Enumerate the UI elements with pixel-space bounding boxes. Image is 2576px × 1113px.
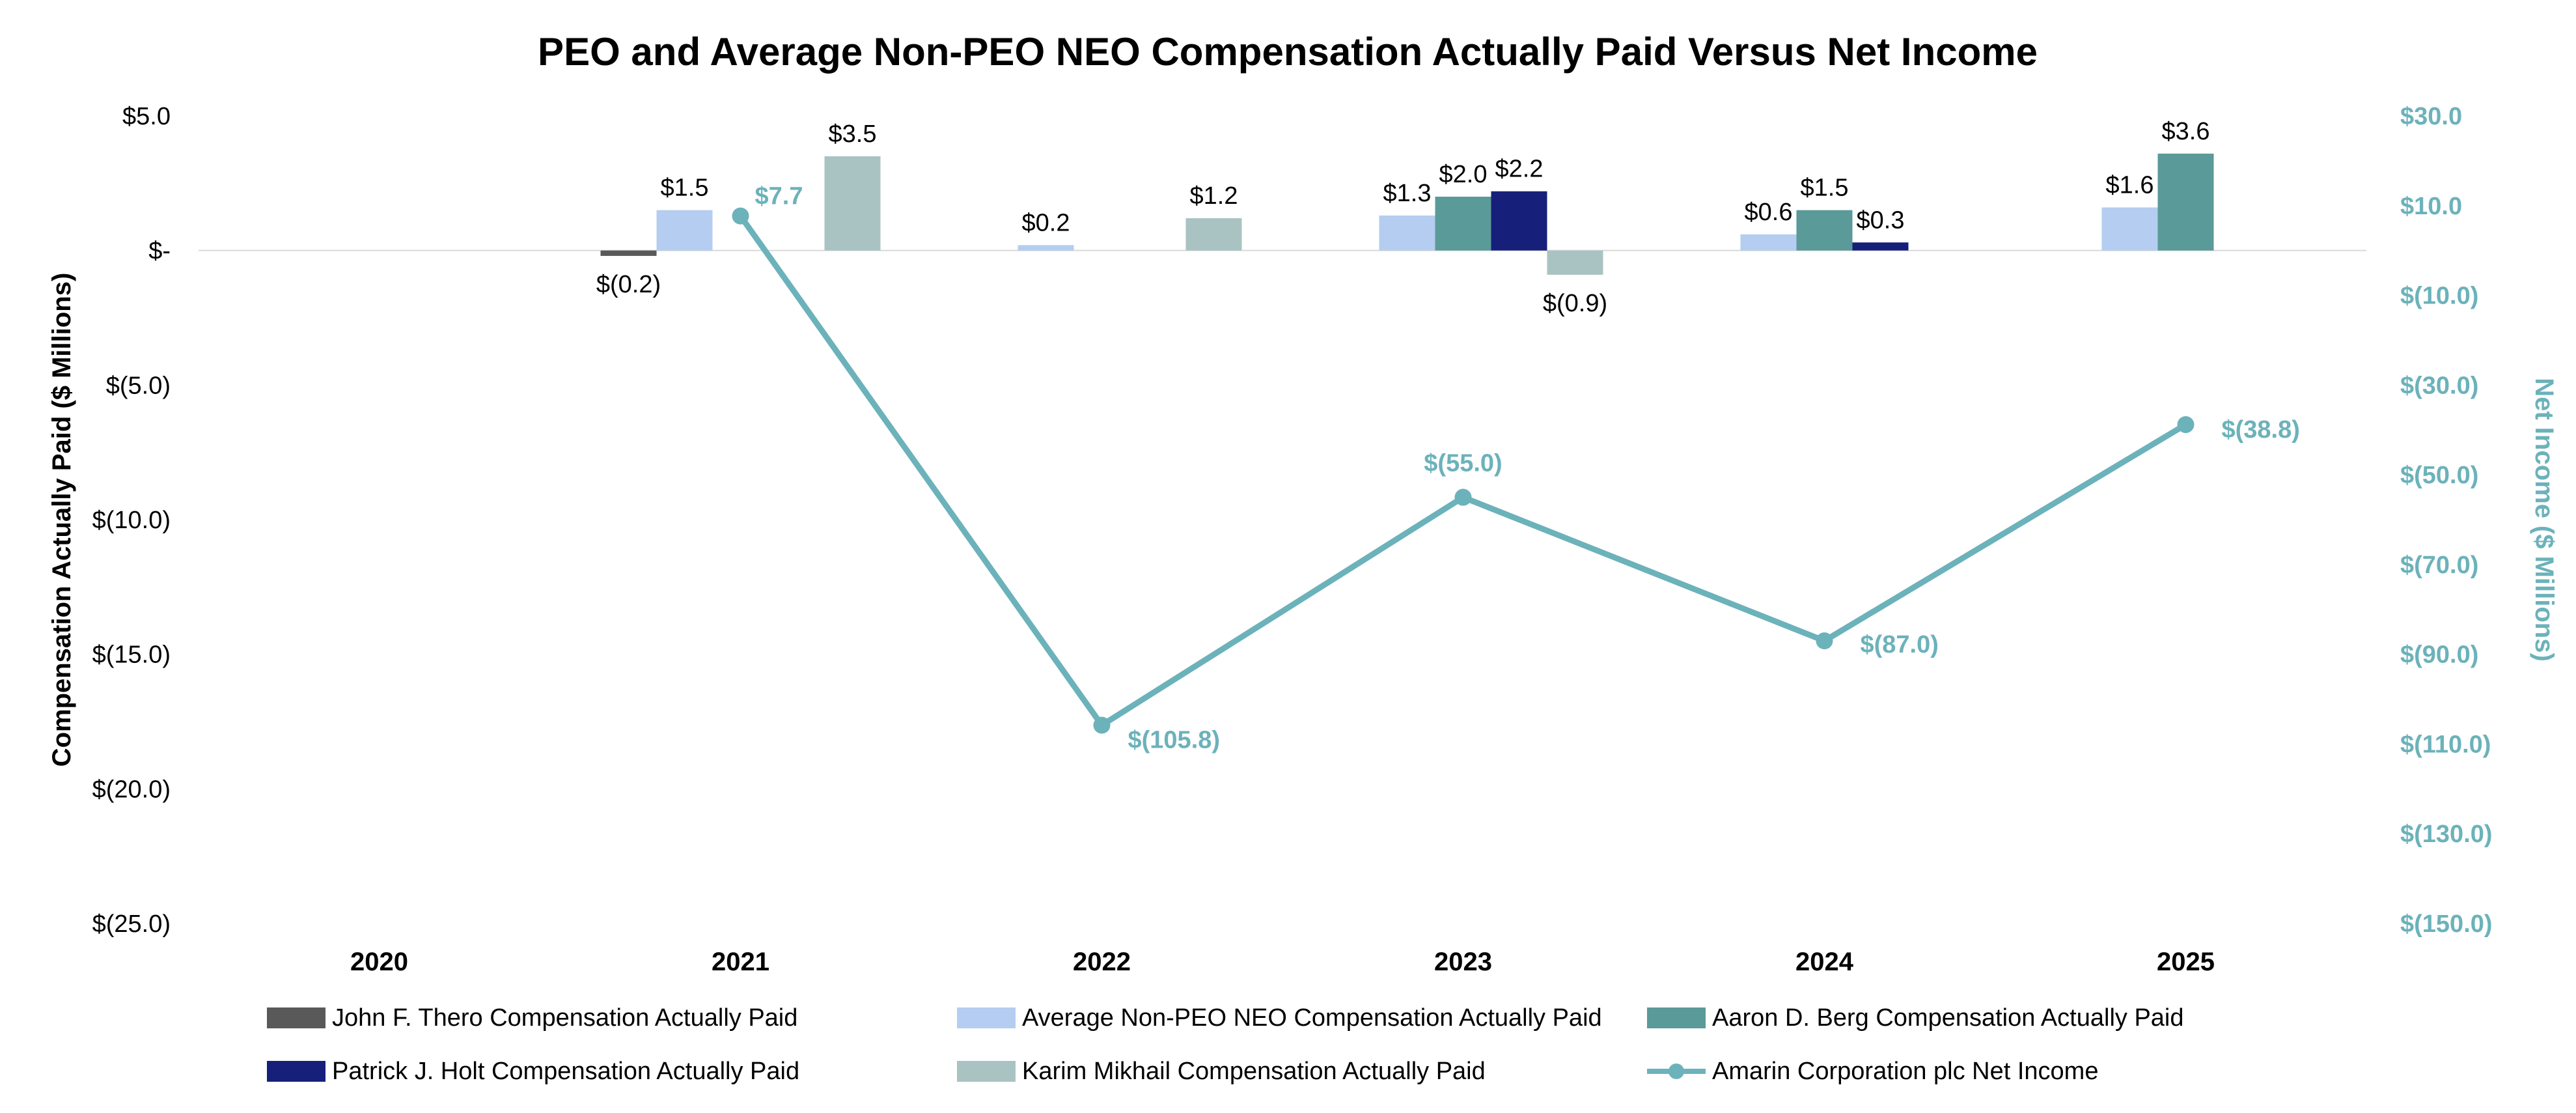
bar-label-group: $(0.2) $1.5 $0.2 $1.3 $0.6 $1.6 $2.0 $1.5 $3.6 $2… — [596, 118, 2210, 317]
net-income-point — [1093, 716, 1111, 734]
y-left-tick-label: $(10.0) — [92, 507, 171, 534]
legend-swatch — [957, 1007, 1016, 1028]
y-right-tick-label: $(70.0) — [2400, 552, 2478, 579]
x-tick-label: 2022 — [1073, 948, 1131, 976]
bar-data-label: $(0.9) — [1543, 290, 1607, 317]
bar — [1379, 215, 1435, 251]
x-tick-label: 2021 — [712, 948, 769, 976]
bar — [600, 250, 657, 256]
legend-label: Amarin Corporation plc Net Income — [1712, 1058, 2098, 1085]
net-income-point — [1816, 632, 1833, 649]
bar-series-group — [600, 153, 2214, 275]
y-right-tick-label: $10.0 — [2400, 193, 2462, 220]
y-left-tick-label: $5.0 — [122, 103, 171, 130]
legend-label: Karim Mikhail Compensation Actually Paid — [1022, 1058, 1486, 1085]
bar-data-label: $2.2 — [1495, 156, 1544, 183]
y-right-tick-label: $(90.0) — [2400, 641, 2478, 669]
bar-data-label: $1.5 — [661, 175, 709, 202]
y-right-axis-label: Net Income ($ Millions) — [2530, 378, 2558, 662]
left-axis: $5.0 $- $(5.0) $(10.0) $(15.0) $(20.0) $(25.0) — [92, 103, 171, 938]
legend-swatch — [1647, 1007, 1706, 1028]
legend-label: Patrick J. Holt Compensation Actually Pa… — [332, 1058, 799, 1085]
right-axis: $30.0 $10.0 $(10.0) $(30.0) $(50.0) $(70.0) $(… — [2400, 103, 2493, 938]
x-axis: 2020 2021 2022 2023 2024 2025 — [350, 948, 2215, 976]
legend: John F. Thero Compensation Actually Paid… — [267, 1004, 2184, 1085]
bar — [824, 156, 881, 251]
bar — [1491, 191, 1547, 251]
y-left-tick-label: $- — [148, 238, 171, 265]
x-tick-label: 2020 — [350, 948, 408, 976]
chart-title: PEO and Average Non-PEO NEO Compensation… — [538, 30, 2038, 74]
bar-data-label: $0.3 — [1857, 206, 1905, 234]
bar-data-label: $1.3 — [1383, 180, 1432, 207]
legend-label: John F. Thero Compensation Actually Paid — [332, 1004, 797, 1032]
bar-data-label: $0.2 — [1022, 209, 1070, 236]
bar-data-label: $3.6 — [2162, 118, 2210, 145]
y-left-tick-label: $(20.0) — [92, 776, 171, 803]
bar-data-label: $1.2 — [1190, 182, 1238, 210]
bar — [2157, 153, 2214, 251]
y-left-axis-label: Compensation Actually Paid ($ Millions) — [48, 273, 76, 767]
bar — [656, 210, 713, 251]
net-income-point — [2177, 416, 2195, 433]
net-income-data-label: $(55.0) — [1424, 450, 1502, 477]
legend-swatch — [957, 1061, 1016, 1082]
bar — [1435, 197, 1491, 251]
net-income-point — [732, 207, 749, 225]
y-right-tick-label: $(150.0) — [2400, 910, 2493, 938]
y-right-tick-label: $(110.0) — [2400, 731, 2491, 758]
legend-label: Average Non-PEO NEO Compensation Actuall… — [1022, 1004, 1602, 1032]
bar — [1740, 234, 1797, 251]
bar — [1796, 210, 1853, 251]
y-left-tick-label: $(25.0) — [92, 910, 171, 938]
bar — [2101, 207, 2158, 251]
legend-label: Aaron D. Berg Compensation Actually Paid — [1712, 1004, 2184, 1032]
bar-data-label: $3.5 — [829, 120, 877, 148]
bar — [1852, 242, 1909, 251]
bar-data-label: $(0.2) — [596, 271, 661, 298]
legend-marker — [1669, 1064, 1684, 1079]
net-income-point — [1454, 488, 1472, 506]
bar — [1547, 250, 1603, 275]
bar-data-label: $0.6 — [1745, 199, 1793, 226]
y-right-tick-label: $(130.0) — [2400, 821, 2493, 848]
bar — [1185, 218, 1242, 251]
y-left-tick-label: $(15.0) — [92, 641, 171, 669]
y-right-tick-label: $30.0 — [2400, 103, 2462, 130]
bar-data-label: $2.0 — [1439, 161, 1488, 188]
x-tick-label: 2025 — [2157, 948, 2215, 976]
y-right-tick-label: $(10.0) — [2400, 283, 2478, 310]
bar — [1018, 245, 1074, 251]
net-income-line-group: $7.7 $(105.8) $(55.0) $(87.0) $(38.8) — [732, 183, 2300, 754]
bar-data-label: $1.6 — [2106, 172, 2154, 199]
net-income-data-label: $(87.0) — [1861, 631, 1939, 658]
y-right-tick-label: $(50.0) — [2400, 462, 2478, 489]
x-tick-label: 2023 — [1434, 948, 1492, 976]
bar-data-label: $1.5 — [1801, 175, 1849, 202]
y-left-tick-label: $(5.0) — [106, 372, 171, 399]
legend-swatch — [267, 1061, 325, 1082]
net-income-data-label: $(38.8) — [2222, 416, 2300, 444]
net-income-data-label: $7.7 — [755, 183, 803, 210]
legend-swatch — [267, 1007, 325, 1028]
net-income-data-label: $(105.8) — [1128, 727, 1221, 754]
x-tick-label: 2024 — [1795, 948, 1854, 976]
y-right-tick-label: $(30.0) — [2400, 372, 2478, 399]
